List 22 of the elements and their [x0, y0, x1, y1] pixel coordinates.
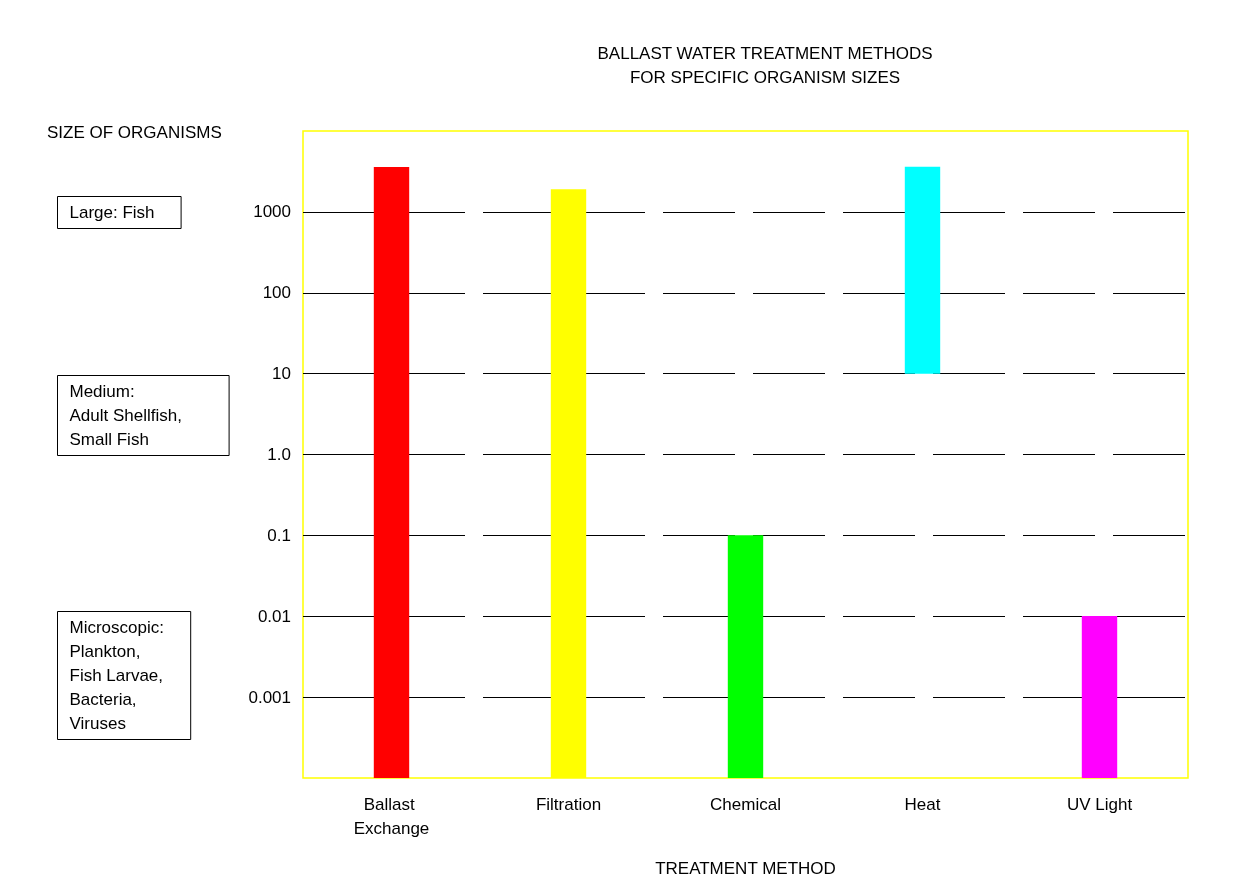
x-tick-label: Filtration	[535, 794, 602, 814]
bar	[373, 166, 410, 778]
text: Large: Fish	[69, 203, 155, 222]
x-tick-label: Chemical	[710, 794, 781, 814]
x-axis-title: TREATMENT METHOD	[655, 859, 836, 878]
x-tick-label: Heat	[904, 794, 941, 814]
bar	[904, 166, 941, 374]
y-tick-label: 100	[262, 283, 291, 303]
chart-title: BALLAST WATER TREATMENT METHODS FOR SPECIFIC ORGANISM SIZES	[597, 43, 933, 87]
y-tick-label: 0.1	[267, 525, 291, 545]
y-tick-label: 1000	[253, 202, 291, 222]
text: Microscopic: Plankton, Fish Larvae, Bacteria, Viruses	[69, 618, 164, 733]
bar	[727, 535, 764, 778]
y-tick-label: 0.001	[248, 687, 291, 707]
y-axis-title: SIZE OF ORGANISMS	[47, 123, 222, 142]
bar	[1081, 615, 1118, 778]
y-tick-label: 0.01	[257, 606, 291, 626]
y-tick-label: 10	[272, 364, 291, 384]
text: Medium: Adult Shellfish, Small Fish	[69, 382, 182, 449]
x-tick-label: Ballast Exchange	[353, 794, 430, 838]
y-tick-label: 1.0	[267, 445, 291, 464]
x-tick-label: UV Light	[1066, 794, 1133, 814]
